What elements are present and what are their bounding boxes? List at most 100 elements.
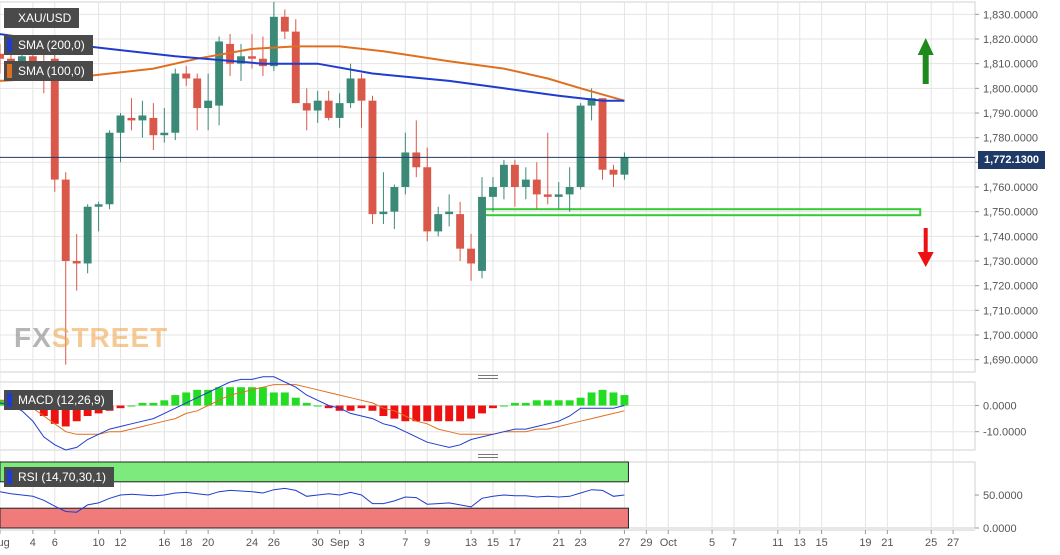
macd-histogram-bar	[324, 405, 333, 409]
time-tick-label: 15	[816, 537, 828, 549]
price-tick-label: 1,810.0000	[983, 59, 1038, 71]
panel-resize-handle[interactable]	[478, 375, 498, 376]
macd-panel	[0, 376, 629, 451]
candle-up	[313, 100, 322, 111]
candle-up	[401, 152, 410, 187]
symbol-label: XAU/USD	[18, 11, 72, 25]
candle-down	[412, 152, 421, 168]
macd-color-swatch	[7, 393, 12, 407]
macd-tag[interactable]: MACD (12,26,9)	[4, 390, 113, 410]
candle-up	[83, 206, 92, 264]
candle-up	[445, 211, 454, 215]
sma100-color-swatch	[7, 64, 12, 78]
sma200-tag[interactable]: SMA (200,0)	[4, 35, 93, 55]
macd-panel-frame	[0, 381, 976, 451]
time-tick-label: 24	[246, 537, 258, 549]
time-tick-label: 10	[92, 537, 104, 549]
time-tick-label: 27	[618, 537, 630, 549]
panel-resize-handle[interactable]	[478, 378, 498, 379]
price-tick-label: 1,830.0000	[983, 9, 1038, 21]
macd-histogram-bar	[565, 400, 574, 406]
candle-down	[0, 53, 4, 59]
rsi-tag[interactable]: RSI (14,70,30,1)	[4, 467, 115, 487]
macd-histogram-bar	[215, 387, 224, 406]
macd-histogram-bar	[456, 405, 465, 422]
macd-histogram-bar	[313, 405, 322, 407]
candle-down	[324, 100, 333, 118]
macd-histogram-bar	[587, 392, 596, 406]
time-tick-label: 18	[180, 537, 192, 549]
macd-histogram-bar	[269, 392, 278, 406]
rsi-overbought-zone	[0, 461, 629, 483]
axes: 1,690.0000 1,700.0000 1,710.0000 1,720.0000…	[0, 9, 1038, 549]
time-tick-label: 21	[553, 537, 565, 549]
price-tick-label: 1,690.0000	[983, 355, 1038, 367]
candle-down	[61, 179, 70, 261]
macd-histogram-bar	[620, 395, 629, 406]
candle-up	[587, 98, 596, 106]
macd-histogram-bar	[346, 405, 355, 411]
macd-histogram-bar	[499, 405, 508, 407]
macd-histogram-bar	[61, 405, 70, 427]
time-tick-label: 20	[202, 537, 214, 549]
macd-histogram-bar	[39, 405, 48, 416]
candle-up	[620, 157, 629, 175]
macd-tick-label: -10.0000	[983, 427, 1026, 439]
symbol-tag[interactable]: XAU/USD	[4, 8, 80, 28]
time-tick-label: 12	[114, 537, 126, 549]
sma200-color-swatch	[7, 38, 12, 52]
macd-histogram-bar	[609, 392, 618, 406]
macd-histogram-bar	[598, 389, 607, 406]
current-price-badge: 1,772.1300	[978, 151, 1046, 169]
candle-down	[291, 31, 300, 104]
time-tick-label: 13	[794, 537, 806, 549]
sma200-line	[0, 33, 625, 102]
macd-histogram-bar	[204, 389, 213, 406]
panel-resize-handle[interactable]	[478, 457, 498, 458]
sma100-tag[interactable]: SMA (100,0)	[4, 61, 93, 81]
macd-histogram-bar	[50, 405, 59, 424]
macd-signal-line	[0, 384, 625, 435]
macd-line	[0, 376, 625, 451]
macd-histogram-bar	[532, 400, 541, 406]
time-tick-label: 9	[424, 537, 430, 549]
candle-up	[215, 41, 224, 106]
macd-histogram-bar	[171, 395, 180, 406]
time-tick-label: 15	[487, 537, 499, 549]
candle-up	[521, 179, 530, 187]
rsi-label: RSI (14,70,30,1)	[18, 470, 107, 484]
candle-down	[598, 98, 607, 170]
candle-up	[489, 187, 497, 197]
macd-histogram-bar	[149, 402, 158, 406]
macd-histogram-bar	[291, 397, 300, 406]
panel-resize-handle[interactable]	[478, 454, 498, 455]
candle-down	[248, 56, 256, 59]
time-tick-label: 13	[465, 537, 477, 549]
macd-histogram-bar	[226, 387, 234, 406]
macd-histogram-bar	[160, 400, 169, 406]
candle-up	[237, 56, 245, 64]
macd-histogram-bar	[302, 402, 311, 406]
price-tick-label: 1,790.0000	[983, 108, 1038, 120]
macd-histogram-bar	[368, 405, 377, 411]
macd-histogram-bar	[390, 405, 399, 419]
candle-up	[171, 73, 180, 133]
time-tick-label: Oct	[660, 537, 677, 549]
time-tick-label: 23	[574, 537, 586, 549]
candle-up	[576, 105, 585, 187]
sma100-line	[0, 45, 625, 102]
time-tick-label: 27	[947, 537, 959, 549]
candle-up	[478, 196, 486, 271]
candle-up	[94, 204, 103, 207]
time-tick-label: 30	[312, 537, 324, 549]
price-tick-label: 1,740.0000	[983, 231, 1038, 243]
macd-histogram-bar	[521, 402, 530, 406]
candle-up	[379, 211, 388, 215]
candle-up	[346, 78, 355, 104]
candle-down	[50, 58, 59, 180]
candle-up	[434, 214, 443, 232]
fxstreet-logo: FXSTREET	[14, 322, 169, 353]
time-tick-label: 29	[640, 537, 652, 549]
macd-tick-label: 0.0000	[983, 401, 1017, 413]
